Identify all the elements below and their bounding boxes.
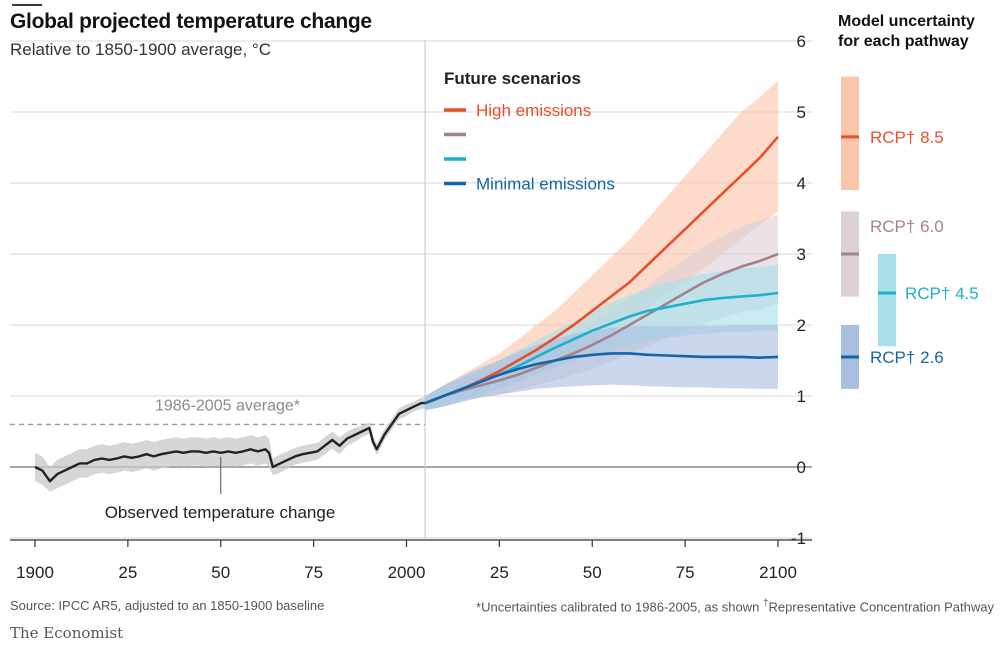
uncertainty-title-line-2: for each pathway [838,33,969,50]
y-tick-label: 6 [797,32,806,51]
x-tick-label: 75 [676,563,695,582]
brand-logo: The Economist [10,624,124,642]
reference-layer: 1986-2005 average* [10,397,426,426]
y-tick-label: 1 [797,387,806,406]
axis-layer: -1 0 1 2 3 4 5 6 1900 25 50 75 2000 25 50 75 2100 [10,32,812,582]
x-tick-label: 25 [490,563,509,582]
x-tick-label: 1900 [16,563,54,582]
x-tick-label: 2100 [759,563,797,582]
band-rcp26 [425,325,778,411]
range-bar-rcp85 [841,76,859,191]
range-label-rcp60: RCP† 6.0 [870,217,944,236]
y-tick-label: -1 [791,529,806,548]
legend: Future scenarios High emissions Minimal em… [444,69,615,194]
uncertainty-ranges: RCP† 8.5 RCP† 6.0 RCP† 4.5 RCP† 2.6 [841,76,979,389]
range-label-rcp85: RCP† 8.5 [870,128,944,147]
uncertainty-panel-title: Model uncertainty for each pathway [838,12,975,52]
y-tick-label: 4 [797,174,806,193]
range-bar-rcp45 [878,254,896,347]
y-tick-label: 3 [797,245,806,264]
observed-label: Observed temperature change [105,503,336,522]
footnote: *Uncertainties calibrated to 1986-2005, … [476,598,994,614]
footnote-rcp: Representative Concentration Pathway [768,599,994,615]
uncertainty-title-line-1: Model uncertainty [838,13,975,30]
line-rcp60 [424,252,779,405]
y-tick-label: 2 [797,316,806,335]
range-label-rcp45: RCP† 4.5 [905,284,979,303]
legend-title: Future scenarios [444,69,581,88]
line-rcp85 [424,135,779,405]
series-lines: Observed temperature change [34,135,779,522]
line-rcp26 [424,352,779,405]
x-tick-label: 50 [211,563,230,582]
x-tick-label: 25 [118,563,137,582]
reference-average-label: 1986-2005 average* [155,397,300,414]
chart-subtitle: Relative to 1850-1900 average, °C [10,40,272,59]
legend-label-rcp85: High emissions [476,101,591,120]
y-tick-label: 0 [797,458,806,477]
x-tick-label: 2000 [388,563,426,582]
observed-uncertainty-band [35,397,426,492]
x-tick-label: 75 [304,563,323,582]
range-label-rcp26: RCP† 2.6 [870,348,944,367]
uncertainty-bands [35,80,778,492]
chart-title: Global projected temperature change [10,10,372,33]
footnote-uncertainty: *Uncertainties calibrated to 1986-2005, … [476,599,760,615]
x-tick-label: 50 [583,563,602,582]
observed-line [34,401,426,483]
title-rule [12,4,42,6]
legend-label-rcp26: Minimal emissions [476,175,615,194]
source-note: Source: IPCC AR5, adjusted to an 1850-19… [10,598,325,613]
footnote-dagger: † [762,598,769,609]
y-tick-label: 5 [797,103,806,122]
